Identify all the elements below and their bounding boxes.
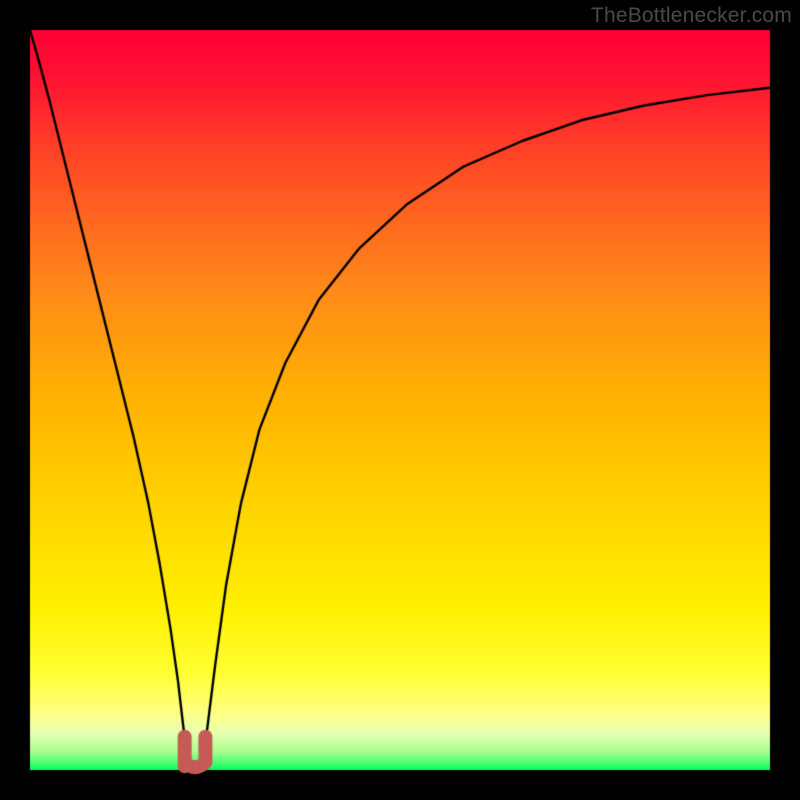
bottleneck-chart-canvas — [0, 0, 800, 800]
watermark-text: TheBottlenecker.com — [591, 4, 792, 28]
stage: TheBottlenecker.com — [0, 0, 800, 800]
chart-canvas-wrap — [0, 0, 800, 800]
